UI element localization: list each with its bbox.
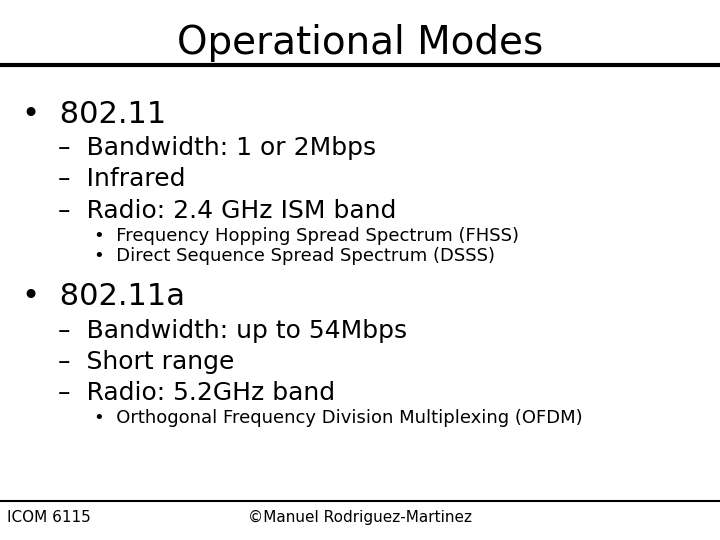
Text: –  Radio: 2.4 GHz ISM band: – Radio: 2.4 GHz ISM band [58,199,396,222]
Text: –  Infrared: – Infrared [58,167,185,191]
Text: –  Bandwidth: up to 54Mbps: – Bandwidth: up to 54Mbps [58,319,407,342]
Text: ©Manuel Rodriguez-Martinez: ©Manuel Rodriguez-Martinez [248,510,472,525]
Text: ICOM 6115: ICOM 6115 [7,510,91,525]
Text: •  802.11a: • 802.11a [22,282,184,311]
Text: •  802.11: • 802.11 [22,100,166,129]
Text: •  Frequency Hopping Spread Spectrum (FHSS): • Frequency Hopping Spread Spectrum (FHS… [94,227,518,245]
Text: –  Short range: – Short range [58,350,234,374]
Text: Operational Modes: Operational Modes [177,24,543,62]
Text: •  Direct Sequence Spread Spectrum (DSSS): • Direct Sequence Spread Spectrum (DSSS) [94,247,495,265]
Text: –  Bandwidth: 1 or 2Mbps: – Bandwidth: 1 or 2Mbps [58,136,376,160]
Text: –  Radio: 5.2GHz band: – Radio: 5.2GHz band [58,381,335,405]
Text: •  Orthogonal Frequency Division Multiplexing (OFDM): • Orthogonal Frequency Division Multiple… [94,409,582,427]
